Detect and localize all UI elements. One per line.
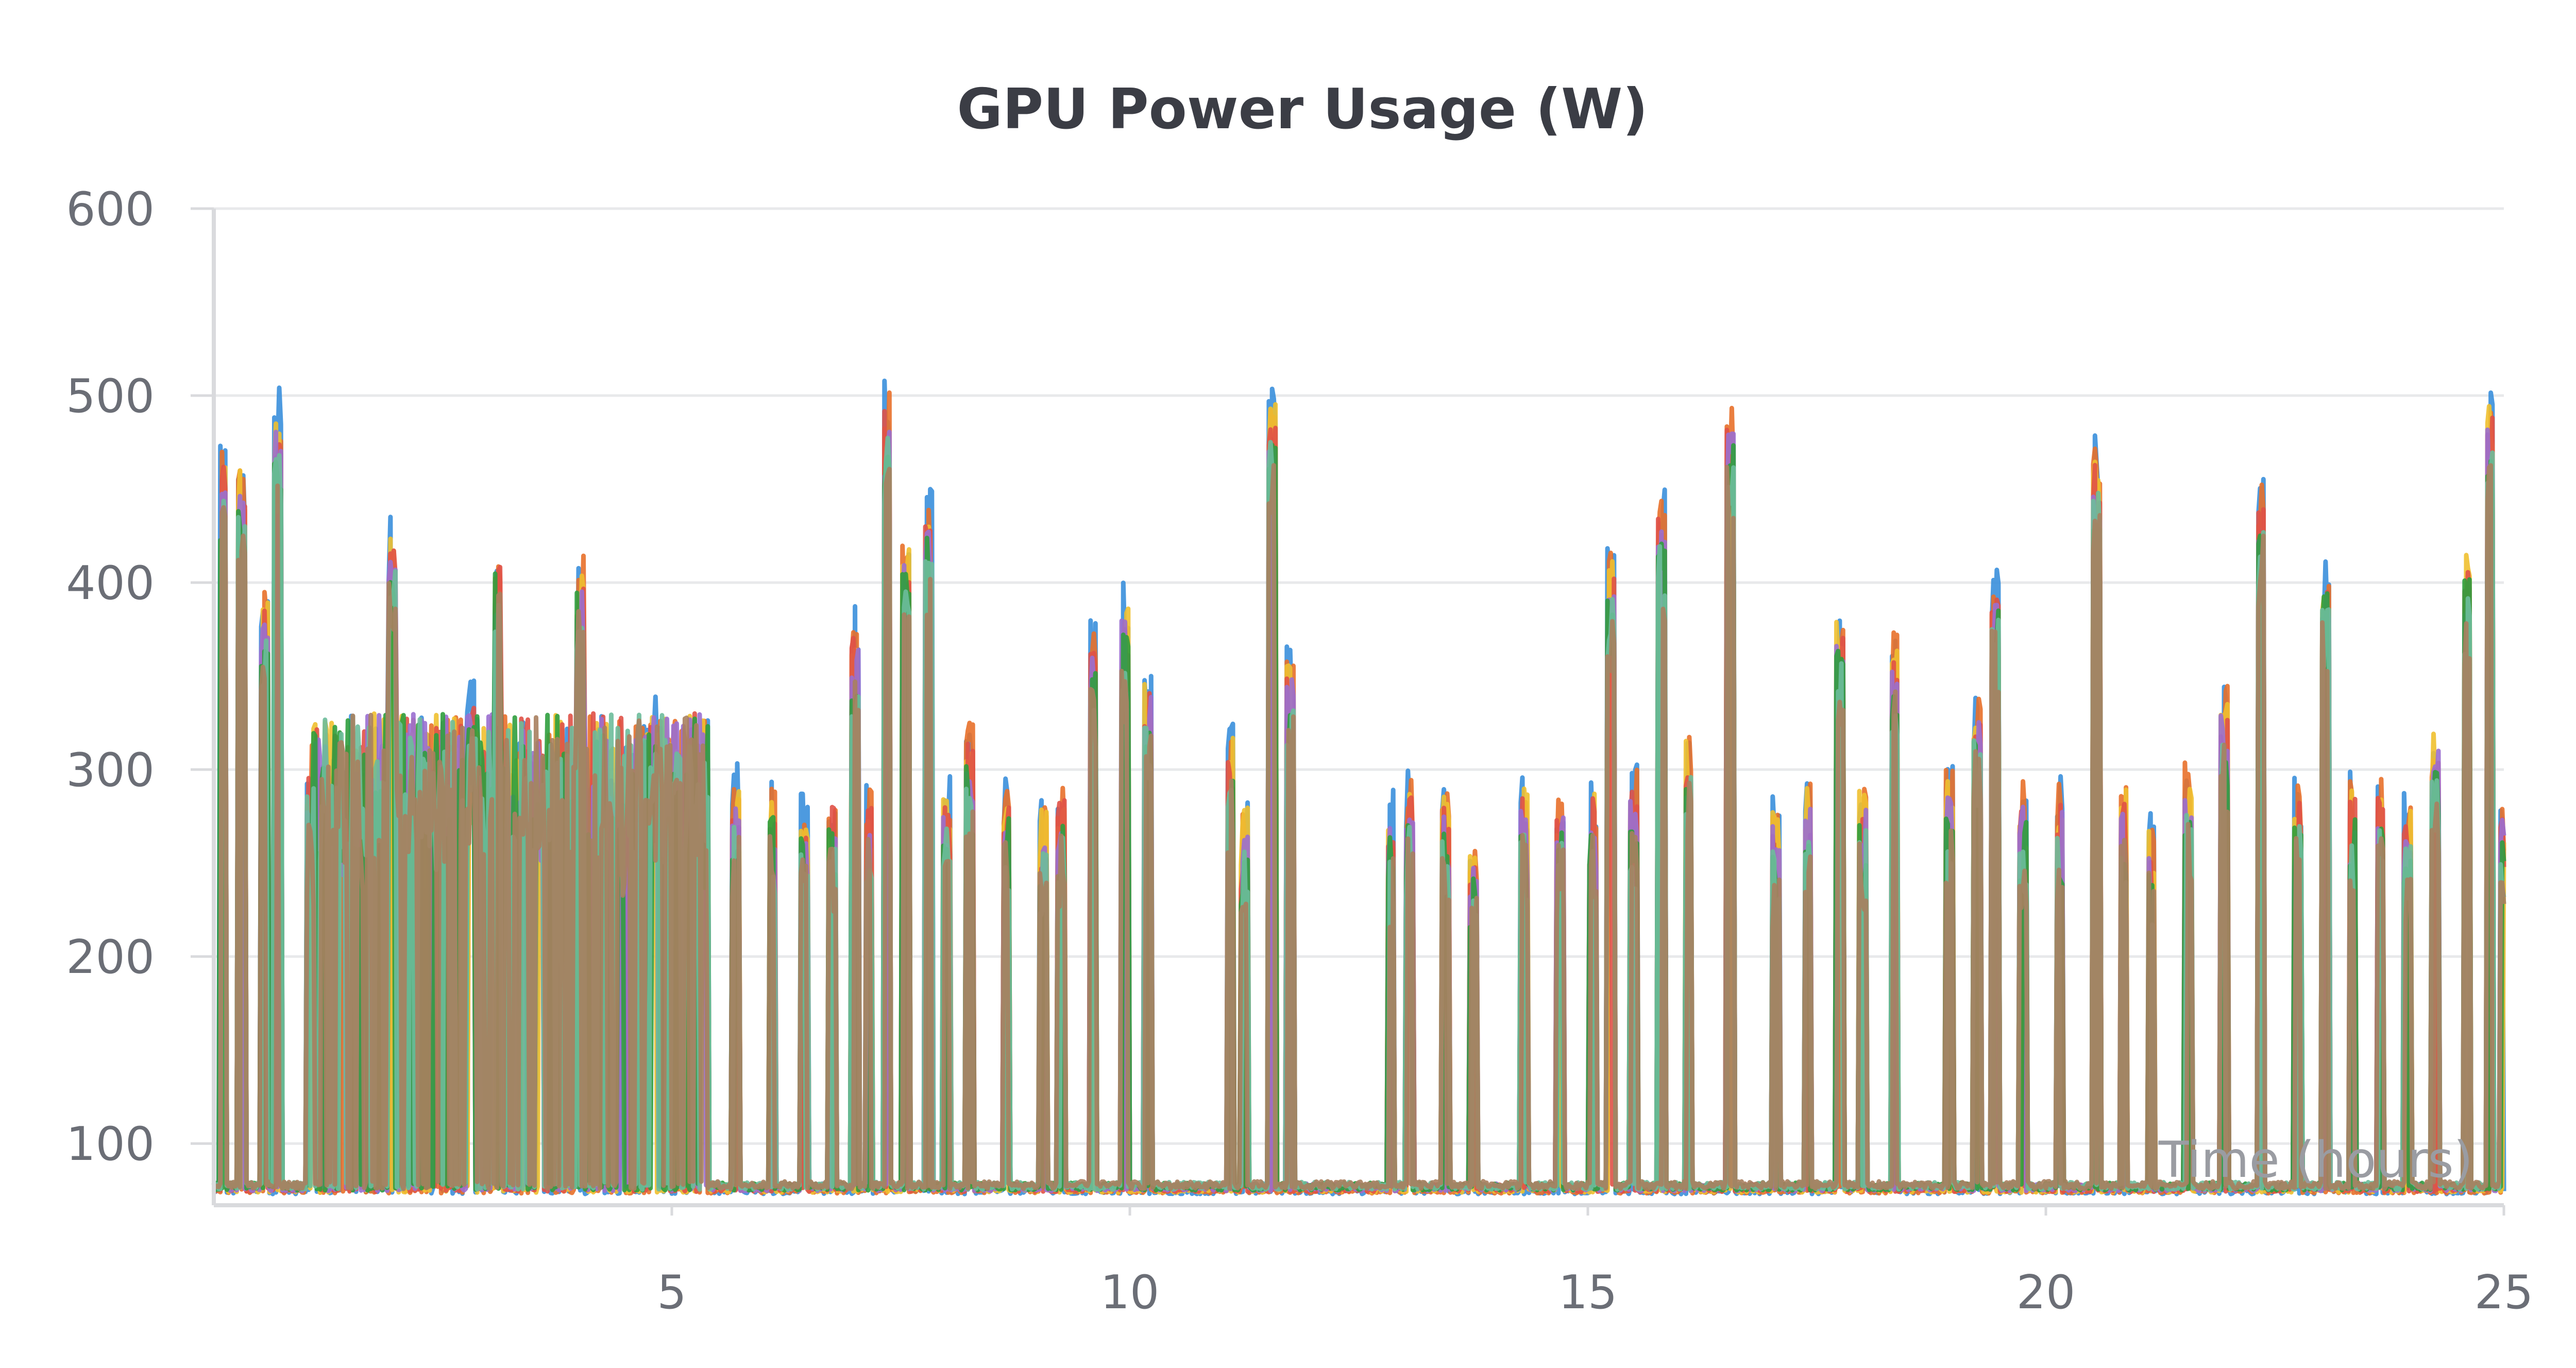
series-line [213,463,2506,1191]
x-tick-label: 25 [2475,1266,2534,1320]
y-tick-labels: 100 200 300 400 500 600 [66,182,155,1171]
axes [212,209,2504,1207]
y-tick-label: 600 [66,182,155,236]
series-layer [211,379,2506,1196]
x-tick-label: 5 [657,1266,686,1320]
x-tick-labels: 5 10 15 20 25 [657,1266,2533,1320]
chart-title: GPU Power Usage (W) [957,77,1648,142]
y-tick-label: 300 [66,743,155,797]
x-axis-label: Time (hours) [2158,1131,2473,1189]
x-tick-label: 10 [1100,1266,1160,1320]
x-tick-label: 15 [1558,1266,1618,1320]
y-tick-label: 500 [66,369,155,423]
x-tick-label: 20 [2016,1266,2076,1320]
y-tick-label: 400 [66,556,155,610]
y-tick-label: 200 [66,930,155,984]
y-tick-label: 100 [66,1117,155,1171]
